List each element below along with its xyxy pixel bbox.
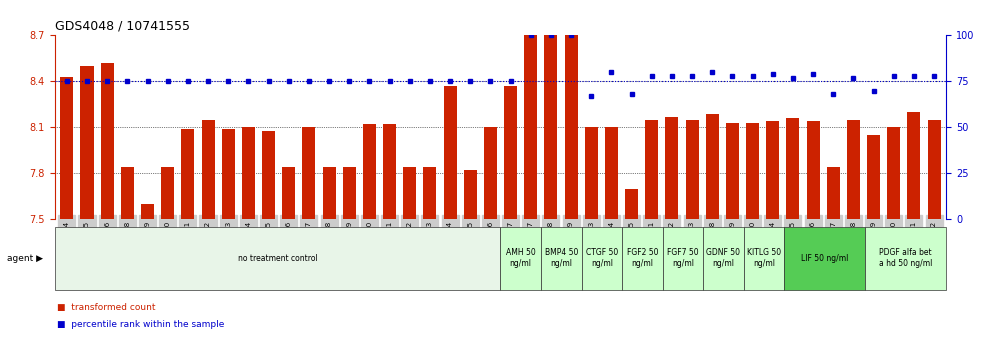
- Bar: [161, 167, 174, 219]
- Bar: [726, 123, 739, 219]
- Bar: [81, 66, 94, 219]
- Bar: [262, 131, 275, 219]
- Bar: [787, 118, 800, 219]
- Bar: [585, 127, 598, 219]
- Text: GDS4048 / 10741555: GDS4048 / 10741555: [55, 20, 190, 33]
- Text: BMP4 50
ng/ml: BMP4 50 ng/ml: [545, 249, 578, 268]
- Bar: [847, 120, 860, 219]
- Bar: [565, 29, 578, 219]
- Bar: [887, 127, 900, 219]
- Text: ■  transformed count: ■ transformed count: [57, 303, 155, 312]
- Bar: [504, 86, 517, 219]
- Bar: [403, 167, 416, 219]
- Text: KITLG 50
ng/ml: KITLG 50 ng/ml: [747, 249, 781, 268]
- Bar: [181, 129, 194, 219]
- Bar: [746, 123, 759, 219]
- Bar: [423, 167, 436, 219]
- Bar: [685, 120, 698, 219]
- Bar: [121, 167, 133, 219]
- Text: agent ▶: agent ▶: [7, 254, 43, 263]
- Bar: [282, 167, 295, 219]
- Bar: [665, 117, 678, 219]
- Text: LIF 50 ng/ml: LIF 50 ng/ml: [801, 254, 849, 263]
- Bar: [61, 77, 74, 219]
- Text: PDGF alfa bet
a hd 50 ng/ml: PDGF alfa bet a hd 50 ng/ml: [879, 249, 932, 268]
- Bar: [766, 121, 779, 219]
- Bar: [868, 135, 880, 219]
- Text: FGF2 50
ng/ml: FGF2 50 ng/ml: [626, 249, 658, 268]
- Text: ■  percentile rank within the sample: ■ percentile rank within the sample: [57, 320, 224, 329]
- Bar: [101, 63, 114, 219]
- Text: GDNF 50
ng/ml: GDNF 50 ng/ml: [706, 249, 740, 268]
- Bar: [464, 170, 477, 219]
- Bar: [807, 121, 820, 219]
- Bar: [201, 120, 214, 219]
- Bar: [827, 167, 840, 219]
- Bar: [524, 35, 537, 219]
- Text: FGF7 50
ng/ml: FGF7 50 ng/ml: [667, 249, 698, 268]
- Bar: [363, 124, 375, 219]
- Bar: [141, 204, 154, 219]
- Bar: [907, 112, 920, 219]
- Bar: [242, 127, 255, 219]
- Bar: [383, 124, 396, 219]
- Text: no treatment control: no treatment control: [238, 254, 318, 263]
- Text: CTGF 50
ng/ml: CTGF 50 ng/ml: [586, 249, 618, 268]
- Bar: [625, 189, 638, 219]
- Bar: [706, 114, 719, 219]
- Bar: [484, 127, 497, 219]
- Bar: [927, 120, 940, 219]
- Bar: [303, 127, 316, 219]
- Bar: [323, 167, 336, 219]
- Text: AMH 50
ng/ml: AMH 50 ng/ml: [506, 249, 536, 268]
- Bar: [645, 120, 658, 219]
- Bar: [222, 129, 235, 219]
- Bar: [545, 32, 558, 219]
- Bar: [605, 127, 618, 219]
- Bar: [443, 86, 456, 219]
- Bar: [343, 167, 356, 219]
